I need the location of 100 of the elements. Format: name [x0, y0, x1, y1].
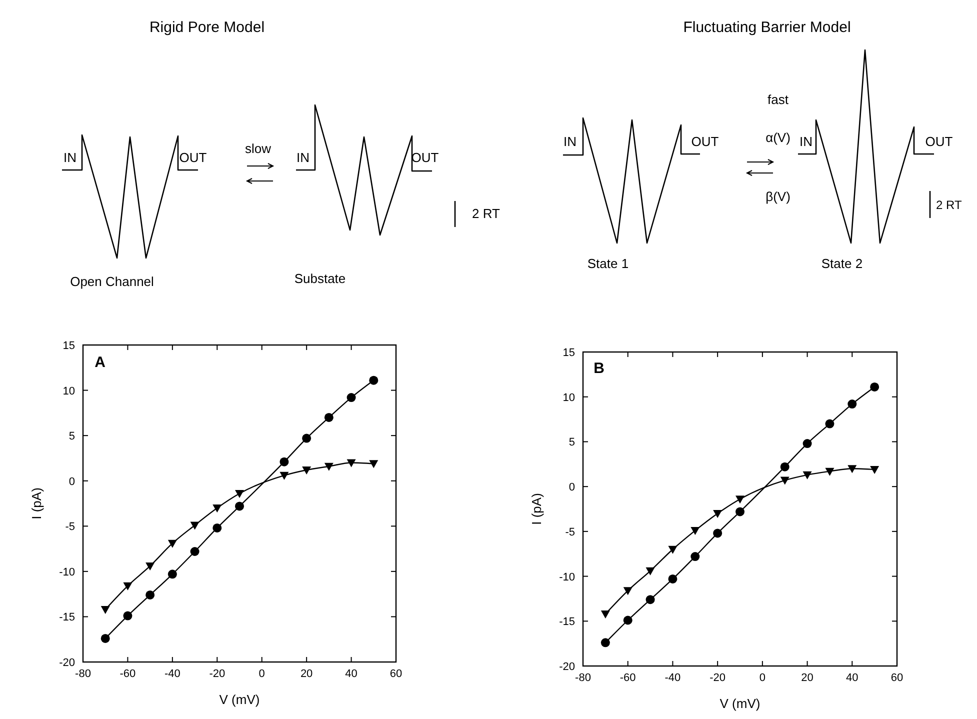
annotation: A [94, 354, 106, 371]
point [280, 457, 289, 466]
point [369, 376, 378, 385]
point [600, 638, 610, 648]
x-tick-label: -60 [620, 672, 636, 684]
y-tick-label: -5 [65, 521, 75, 534]
point [780, 476, 790, 485]
text: State 2 [821, 256, 863, 271]
x-tick-label: -80 [75, 668, 91, 680]
x-tick-label: -40 [164, 668, 180, 680]
point [668, 546, 678, 554]
point [623, 616, 632, 625]
text: IN [296, 150, 310, 165]
y-tick-label: 15 [62, 340, 75, 352]
text: OUT [925, 134, 953, 149]
text: β(V) [766, 189, 790, 204]
x-tick-label: 0 [258, 668, 265, 680]
point [825, 468, 834, 476]
y-tick-label: -10 [559, 571, 575, 584]
point [369, 460, 378, 468]
point [146, 562, 155, 570]
point [123, 582, 132, 590]
chart-title: Rigid Pore Model [149, 19, 265, 36]
point [690, 552, 700, 562]
x-tick-label: 40 [345, 668, 358, 680]
y-tick-label: 0 [68, 476, 75, 488]
x-tick-label: 40 [846, 672, 858, 684]
text: fast [768, 92, 789, 107]
text: Open Channel [70, 274, 154, 289]
x-axis-title: V (mV) [720, 696, 760, 711]
x-tick-label: 0 [759, 672, 766, 684]
y-tick-label: -20 [59, 657, 75, 669]
point [668, 574, 678, 584]
y-tick-label: 15 [562, 347, 575, 359]
text: α(V) [766, 130, 790, 145]
y-axis-title: I (pA) [529, 493, 544, 525]
y-tick-label: 10 [562, 392, 575, 404]
y-tick-label: 5 [568, 436, 575, 449]
point [100, 634, 110, 643]
point [600, 610, 610, 618]
point [146, 590, 155, 600]
point [100, 606, 110, 614]
annotation: B [594, 360, 605, 377]
point [324, 412, 334, 422]
point [302, 434, 312, 443]
y-tick-label: -10 [59, 566, 75, 578]
text: OUT [179, 150, 207, 165]
point [235, 490, 244, 498]
point [168, 540, 177, 548]
point [623, 587, 632, 596]
point [690, 527, 700, 536]
point [280, 472, 289, 480]
x-tick-label: 60 [390, 668, 402, 680]
point [190, 547, 200, 556]
point [848, 400, 857, 409]
y-tick-label: 5 [68, 430, 75, 443]
x-tick-label: -80 [575, 672, 591, 684]
point [713, 528, 722, 538]
y-tick-label: 10 [62, 385, 75, 398]
x-axis-title: V (mV) [219, 692, 260, 707]
x-tick-label: -60 [120, 668, 136, 680]
text: slow [244, 141, 272, 156]
point [646, 567, 655, 576]
point [870, 382, 880, 392]
x-tick-label: -20 [710, 672, 726, 684]
point [212, 523, 222, 532]
point [780, 462, 790, 472]
x-tick-label: 60 [890, 672, 904, 684]
point [168, 570, 177, 579]
point [802, 471, 812, 480]
text: IN [64, 150, 76, 165]
x-tick-label: -20 [209, 668, 226, 680]
point [324, 462, 334, 471]
text: 2 RT [472, 206, 500, 221]
point [346, 393, 356, 402]
point [235, 502, 244, 511]
point [212, 504, 222, 513]
text: OUT [411, 150, 439, 165]
point [123, 611, 132, 620]
text: Substate [294, 271, 346, 286]
point [870, 466, 880, 474]
y-tick-label: -5 [565, 526, 575, 538]
point [848, 465, 857, 474]
text: OUT [691, 134, 719, 149]
y-axis-title: I (pA) [29, 488, 44, 520]
y-tick-label: -15 [59, 612, 75, 624]
point [713, 510, 722, 518]
x-tick-label: 20 [801, 672, 814, 684]
text: State 1 [587, 256, 629, 271]
point [736, 507, 744, 516]
y-tick-label: -15 [559, 616, 575, 628]
point [302, 466, 312, 474]
point [736, 496, 744, 504]
x-tick-label: -40 [664, 672, 681, 684]
point [646, 595, 655, 604]
text: 2 RT [936, 198, 962, 212]
text: IN [800, 134, 812, 149]
x-tick-label: 20 [300, 668, 313, 680]
y-tick-label: 0 [568, 482, 575, 494]
point [825, 419, 834, 428]
